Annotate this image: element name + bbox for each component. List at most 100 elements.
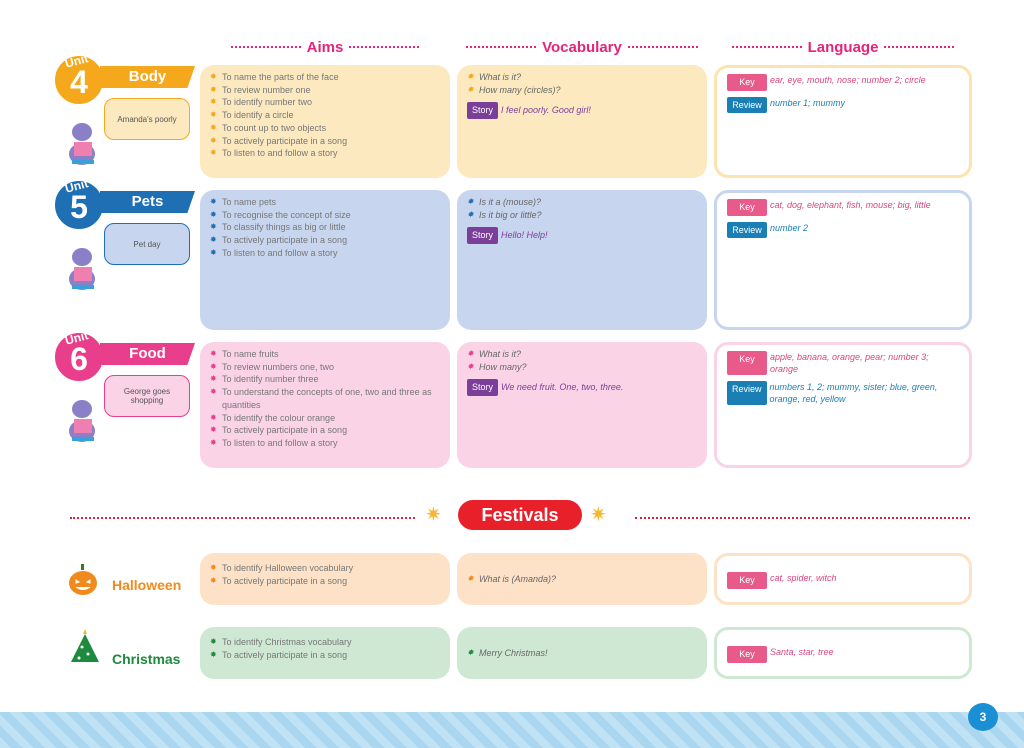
sparkle-icon: ✷: [590, 504, 607, 526]
vocabulary-box: Is it a (mouse)?Is it big or little? Sto…: [457, 190, 707, 330]
list-item: To count up to two objects: [210, 122, 440, 135]
story-tag: Story: [467, 379, 499, 397]
key-language: Santa, star, tree: [770, 647, 834, 657]
list-item: To understand the concepts of one, two a…: [210, 386, 440, 411]
list-item: To name fruits: [210, 348, 440, 361]
list-item: To listen to and follow a story: [210, 147, 440, 160]
story-tag: Story: [467, 102, 499, 120]
list-item: To actively participate in a song: [210, 424, 440, 437]
story-text: I feel poorly. Good girl!: [501, 105, 591, 116]
vocabulary-heading: Vocabulary: [542, 38, 622, 56]
story-tag: Story: [467, 227, 499, 245]
list-item: To actively participate in a song: [210, 575, 440, 588]
column-header-vocabulary: Vocabulary: [457, 38, 707, 56]
list-item: To identify number two: [210, 96, 440, 109]
aims-heading: Aims: [306, 38, 344, 56]
list-item: Is it big or little?: [467, 209, 697, 222]
key-tag: Key: [727, 199, 767, 216]
key-tag: Key: [727, 646, 767, 663]
key-language: apple, banana, orange, pear; number 3; o…: [769, 352, 929, 374]
story-text: We need fruit. One, two, three.: [501, 382, 624, 393]
key-tag: Key: [727, 572, 767, 589]
aims-box: To identify Christmas vocabularyTo activ…: [200, 627, 450, 679]
column-header-language: Language: [714, 38, 972, 56]
language-box: Key ear, eye, mouth, nose; number 2; circ…: [714, 65, 972, 178]
unit-number: 5: [70, 189, 88, 225]
list-item: To actively participate in a song: [210, 649, 440, 662]
list-item: To review numbers one, two: [210, 361, 440, 374]
list-item: To classify things as big or little: [210, 221, 440, 234]
language-box: Key apple, banana, orange, pear; number 3…: [714, 342, 972, 468]
list-item: Merry Christmas!: [467, 647, 697, 660]
list-item: Is it a (mouse)?: [467, 196, 697, 209]
list-item: To identify a circle: [210, 109, 440, 122]
list-item: What is it?: [467, 71, 697, 84]
page-number: 3: [968, 703, 998, 731]
unit-title: Pets: [100, 191, 195, 213]
festivals-divider-left: [70, 517, 415, 519]
review-language: number 1; mummy: [770, 97, 846, 108]
list-item: To listen to and follow a story: [210, 247, 440, 260]
list-item: To identify number three: [210, 373, 440, 386]
list-item: To name the parts of the face: [210, 71, 440, 84]
story-text: Hello! Help!: [501, 230, 548, 241]
vocabulary-box: Merry Christmas!: [457, 627, 707, 679]
aims-box: To name the parts of the faceTo review n…: [200, 65, 450, 178]
list-item: How many (circles)?: [467, 84, 697, 97]
language-heading: Language: [807, 38, 879, 56]
list-item: How many?: [467, 361, 697, 374]
festivals-divider-right: [635, 517, 970, 519]
list-item: To identify the colour orange: [210, 412, 440, 425]
hippo-reading-icon: [69, 400, 95, 442]
sparkle-icon: ✷: [425, 504, 442, 526]
unit-badge: Unit 6: [52, 328, 106, 384]
story-title-bubble: Pet day: [104, 223, 190, 265]
festival-title: Halloween: [112, 577, 182, 593]
unit-title: Food: [100, 343, 195, 365]
key-language: ear, eye, mouth, nose; number 2; circle: [770, 75, 926, 85]
unit-badge: Unit 5: [52, 176, 106, 232]
aims-box: To identify Halloween vocabularyTo activ…: [200, 553, 450, 605]
language-box: Key cat, spider, witch: [714, 553, 972, 605]
unit-badge: Unit 4: [52, 51, 106, 107]
list-item: What is (Amanda)?: [467, 573, 697, 586]
decorative-footer: [0, 712, 1024, 748]
list-item: To identify Christmas vocabulary: [210, 636, 440, 649]
list-item: To recognise the concept of size: [210, 209, 440, 222]
vocabulary-box: What is (Amanda)?: [457, 553, 707, 605]
story-title-bubble: Amanda's poorly: [104, 98, 190, 140]
list-item: To listen to and follow a story: [210, 437, 440, 450]
review-tag: Review: [727, 96, 767, 114]
pumpkin-icon: [69, 564, 97, 595]
unit-number: 4: [70, 64, 88, 100]
key-language: cat, spider, witch: [770, 573, 837, 583]
list-item: To actively participate in a song: [210, 135, 440, 148]
list-item: To identify Halloween vocabulary: [210, 562, 440, 575]
unit-title: Body: [100, 66, 195, 88]
unit-number: 6: [70, 341, 88, 377]
review-tag: Review: [727, 381, 767, 405]
language-box: Key cat, dog, elephant, fish, mouse; big,…: [714, 190, 972, 330]
aims-box: To name fruitsTo review numbers one, two…: [200, 342, 450, 468]
story-title-bubble: George goes shopping: [104, 375, 190, 417]
key-language: cat, dog, elephant, fish, mouse; big, li…: [770, 200, 931, 210]
key-tag: Key: [727, 74, 767, 91]
festivals-title: Festivals: [458, 500, 582, 530]
festival-title: Christmas: [112, 651, 181, 667]
aims-box: To name petsTo recognise the concept of …: [200, 190, 450, 330]
column-header-aims: Aims: [200, 38, 450, 56]
christmas-tree-icon: [71, 629, 99, 662]
list-item: What is it?: [467, 348, 697, 361]
list-item: To review number one: [210, 84, 440, 97]
hippo-reading-icon: [69, 248, 95, 290]
review-language: numbers 1, 2; mummy, sister; blue, green…: [769, 382, 938, 404]
hippo-reading-icon: [69, 123, 95, 165]
list-item: To name pets: [210, 196, 440, 209]
review-language: number 2: [770, 222, 809, 233]
language-box: Key Santa, star, tree: [714, 627, 972, 679]
list-item: To actively participate in a song: [210, 234, 440, 247]
review-tag: Review: [727, 221, 767, 239]
key-tag: Key: [727, 351, 767, 375]
